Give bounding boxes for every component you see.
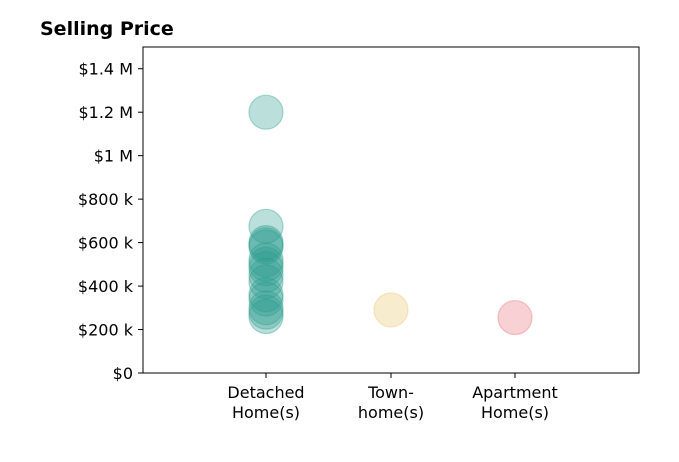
y-axis: $0 $200 k $400 k $600 k $800 k $1 M $1.2 M $1.4… — [78, 60, 143, 383]
y-tick-label: $600 k — [78, 234, 134, 253]
y-tick-label: $400 k — [78, 277, 134, 296]
data-point — [248, 251, 284, 287]
data-point — [248, 294, 284, 330]
x-tick-label: Apartment Home(s) — [472, 383, 558, 422]
data-points — [248, 94, 533, 336]
data-point — [248, 298, 284, 335]
x-tick-label-line: Home(s) — [232, 403, 300, 422]
data-point — [248, 281, 284, 317]
x-tick-label-line: Apartment — [472, 383, 558, 402]
x-tick-label: Detached Home(s) — [227, 383, 304, 422]
x-axis: Detached Home(s)Town-home(s)Apartment Home… — [227, 373, 558, 422]
x-tick-label-line: Town- — [367, 383, 414, 402]
data-point — [248, 242, 284, 278]
y-tick-label: $200 k — [78, 321, 134, 340]
data-point — [248, 227, 284, 263]
data-point — [373, 292, 409, 328]
data-point — [248, 257, 284, 293]
x-tick-label-line: Home(s) — [481, 403, 549, 422]
data-point — [248, 246, 284, 282]
data-point — [248, 264, 284, 300]
data-point — [248, 229, 284, 265]
x-tick-label: Town-home(s) — [358, 383, 424, 422]
y-tick-label: $1.2 M — [78, 103, 133, 122]
y-tick-label: $0 — [113, 364, 133, 383]
data-point — [248, 208, 284, 244]
y-tick-label: $800 k — [78, 190, 134, 209]
data-point — [248, 94, 284, 130]
data-point — [248, 290, 284, 326]
x-tick-label-line: Detached — [227, 383, 304, 402]
x-tick-label-line: home(s) — [358, 403, 424, 422]
y-tick-label: $1 M — [94, 147, 133, 166]
y-tick-label: $1.4 M — [78, 60, 133, 79]
chart-title: Selling Price — [40, 18, 174, 40]
data-point — [248, 225, 284, 261]
data-point — [248, 277, 284, 313]
data-point — [497, 299, 533, 336]
